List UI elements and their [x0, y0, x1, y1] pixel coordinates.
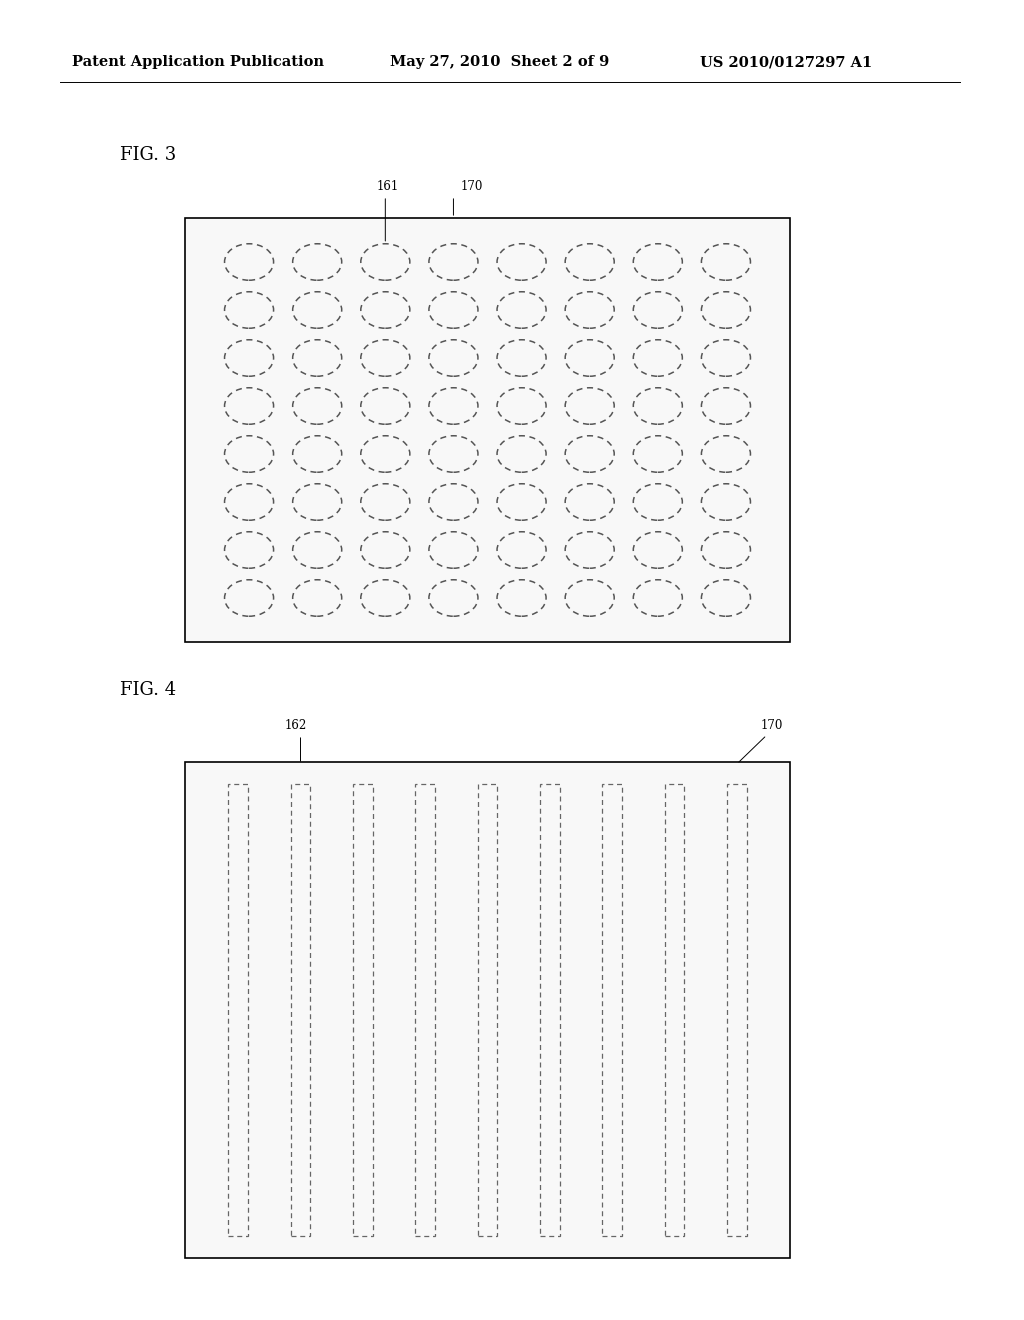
Ellipse shape	[429, 436, 478, 473]
Text: Patent Application Publication: Patent Application Publication	[72, 55, 324, 69]
Text: 162: 162	[285, 719, 306, 733]
Bar	[415, 784, 435, 1236]
Ellipse shape	[633, 244, 682, 280]
Ellipse shape	[565, 483, 614, 520]
Bar	[602, 784, 623, 1236]
Bar	[540, 784, 560, 1236]
Ellipse shape	[633, 532, 682, 568]
Ellipse shape	[224, 483, 273, 520]
Ellipse shape	[429, 532, 478, 568]
Text: 170: 170	[460, 180, 482, 193]
Ellipse shape	[293, 292, 342, 329]
Ellipse shape	[429, 244, 478, 280]
Ellipse shape	[360, 579, 410, 616]
Text: FIG. 4: FIG. 4	[120, 681, 176, 700]
Ellipse shape	[701, 339, 751, 376]
Ellipse shape	[633, 339, 682, 376]
Ellipse shape	[293, 436, 342, 473]
Ellipse shape	[497, 483, 546, 520]
Ellipse shape	[497, 292, 546, 329]
Ellipse shape	[701, 244, 751, 280]
Ellipse shape	[565, 244, 614, 280]
Ellipse shape	[633, 579, 682, 616]
Ellipse shape	[224, 292, 273, 329]
Ellipse shape	[701, 579, 751, 616]
Ellipse shape	[565, 532, 614, 568]
Ellipse shape	[224, 579, 273, 616]
Ellipse shape	[429, 292, 478, 329]
Ellipse shape	[565, 436, 614, 473]
Ellipse shape	[497, 339, 546, 376]
Ellipse shape	[293, 579, 342, 616]
Ellipse shape	[360, 532, 410, 568]
Ellipse shape	[497, 388, 546, 424]
Bar	[727, 784, 746, 1236]
Bar	[477, 784, 498, 1236]
Text: US 2010/0127297 A1: US 2010/0127297 A1	[700, 55, 872, 69]
Ellipse shape	[224, 388, 273, 424]
Ellipse shape	[633, 292, 682, 329]
Ellipse shape	[633, 483, 682, 520]
Ellipse shape	[360, 436, 410, 473]
Ellipse shape	[224, 339, 273, 376]
Ellipse shape	[701, 436, 751, 473]
Ellipse shape	[565, 339, 614, 376]
Bar	[228, 784, 248, 1236]
Ellipse shape	[224, 532, 273, 568]
Ellipse shape	[429, 388, 478, 424]
Ellipse shape	[633, 388, 682, 424]
Bar	[185, 218, 790, 642]
Ellipse shape	[293, 388, 342, 424]
Bar	[353, 784, 373, 1236]
Ellipse shape	[429, 579, 478, 616]
Ellipse shape	[360, 483, 410, 520]
Text: 170: 170	[761, 719, 783, 733]
Ellipse shape	[224, 244, 273, 280]
Ellipse shape	[565, 292, 614, 329]
Text: 161: 161	[376, 180, 398, 193]
Text: FIG. 3: FIG. 3	[120, 147, 176, 164]
Ellipse shape	[293, 244, 342, 280]
Bar	[291, 784, 310, 1236]
Ellipse shape	[429, 483, 478, 520]
Ellipse shape	[565, 579, 614, 616]
Ellipse shape	[293, 339, 342, 376]
Ellipse shape	[497, 436, 546, 473]
Ellipse shape	[293, 483, 342, 520]
Ellipse shape	[497, 532, 546, 568]
Bar	[665, 784, 684, 1236]
Ellipse shape	[701, 292, 751, 329]
Ellipse shape	[497, 579, 546, 616]
Ellipse shape	[224, 436, 273, 473]
Ellipse shape	[360, 244, 410, 280]
Ellipse shape	[701, 388, 751, 424]
Ellipse shape	[633, 436, 682, 473]
Bar	[185, 762, 790, 1258]
Text: May 27, 2010  Sheet 2 of 9: May 27, 2010 Sheet 2 of 9	[390, 55, 609, 69]
Ellipse shape	[360, 388, 410, 424]
Ellipse shape	[429, 339, 478, 376]
Ellipse shape	[360, 292, 410, 329]
Ellipse shape	[497, 244, 546, 280]
Ellipse shape	[701, 532, 751, 568]
Ellipse shape	[565, 388, 614, 424]
Ellipse shape	[360, 339, 410, 376]
Ellipse shape	[293, 532, 342, 568]
Ellipse shape	[701, 483, 751, 520]
